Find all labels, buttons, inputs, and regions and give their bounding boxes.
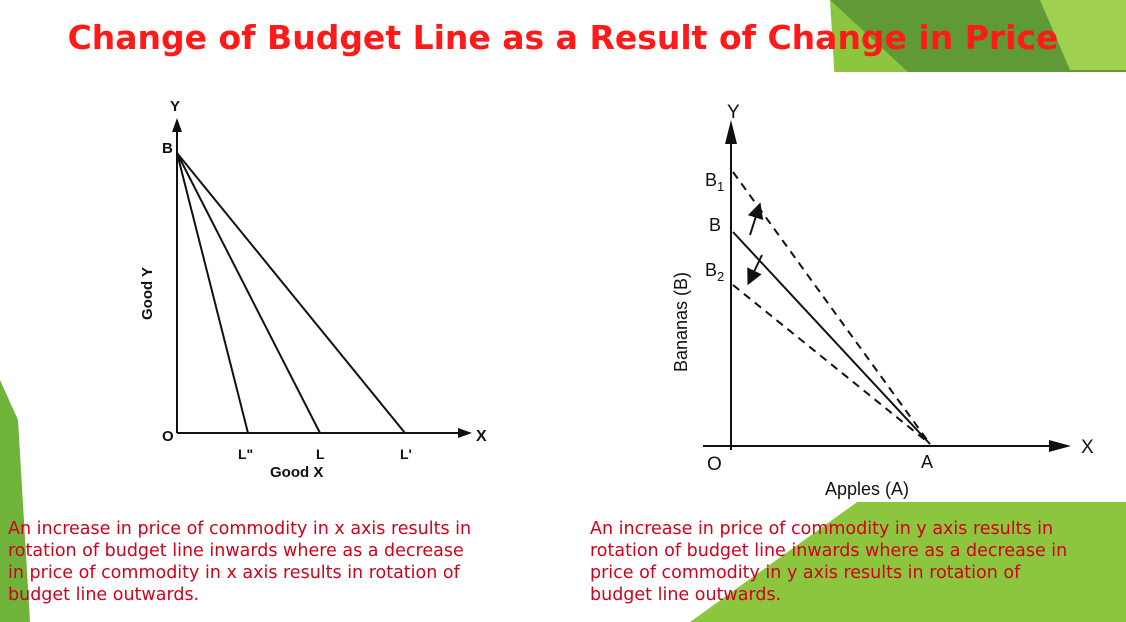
left-caption-line: budget line outwards. [8,585,200,605]
right-diagram-panel: Y X O B1 B B2 A Apples (A) Bananas (B) [625,72,1126,502]
right-budget-line-b2 [732,284,931,445]
right-caption-line: An increase in price of commodity in y a… [590,519,1054,539]
left-origin-label: O [162,428,174,445]
right-point-a: A [921,452,933,472]
left-l-prime-label: L' [400,446,412,462]
right-x-arrow [1049,440,1071,452]
left-budget-line-original [176,152,321,434]
right-budget-diagram: Y X O B1 B B2 A Apples (A) Bananas (B) [671,102,1094,499]
right-point-b2: B2 [705,260,724,284]
right-point-b2-sub: 2 [717,269,724,284]
right-mid-green-strip [1040,0,1126,70]
right-point-b1-sub: 1 [717,179,724,194]
left-l-double-label: L" [238,446,253,462]
left-caption: An increase in price of commodity in x a… [8,518,508,606]
left-caption-line: rotation of budget line inwards where as… [8,541,464,561]
left-y-arrow [172,118,182,132]
right-point-b1: B1 [705,170,724,194]
right-x-title: Apples (A) [825,479,909,499]
page-title: Change of Budget Line as a Result of Cha… [67,18,1059,57]
right-y-title: Bananas (B) [671,272,691,372]
right-y-axis-label: Y [727,102,740,123]
left-x-arrow [458,428,472,438]
right-y-arrow [725,120,737,144]
right-caption-line: budget line outwards. [590,585,782,605]
left-green-wedge [0,380,30,622]
right-caption-line: rotation of budget line inwards where as… [590,541,1068,561]
left-caption-line: in price of commodity in x axis results … [8,563,460,583]
right-budget-line-b1 [732,171,931,445]
left-l-label: L [316,446,325,462]
right-budget-line-b [732,231,931,445]
left-diagram-panel: Y X O B L" L L' Good X Good Y [120,85,500,493]
right-point-b2-base: B [705,260,717,280]
right-x-axis-label: X [1081,437,1094,458]
right-up-arrow [747,202,764,236]
right-caption-line: price of commodity in y axis results in … [590,563,1021,583]
right-point-b1-base: B [705,170,717,190]
left-budget-line-inner [176,152,249,434]
left-caption-line: An increase in price of commodity in x a… [8,519,472,539]
left-y-title: Good Y [139,267,156,320]
left-y-axis-label: Y [170,98,180,115]
right-caption: An increase in price of commodity in y a… [590,518,1126,606]
right-point-b: B [709,215,721,235]
left-budget-line-outer [176,152,406,434]
left-x-axis-label: X [476,428,487,445]
right-down-arrow [747,254,763,286]
left-point-b: B [162,140,173,157]
right-origin-label: O [707,454,722,475]
left-x-title: Good X [270,464,323,481]
left-budget-diagram: Y X O B L" L L' Good X Good Y [139,98,487,481]
